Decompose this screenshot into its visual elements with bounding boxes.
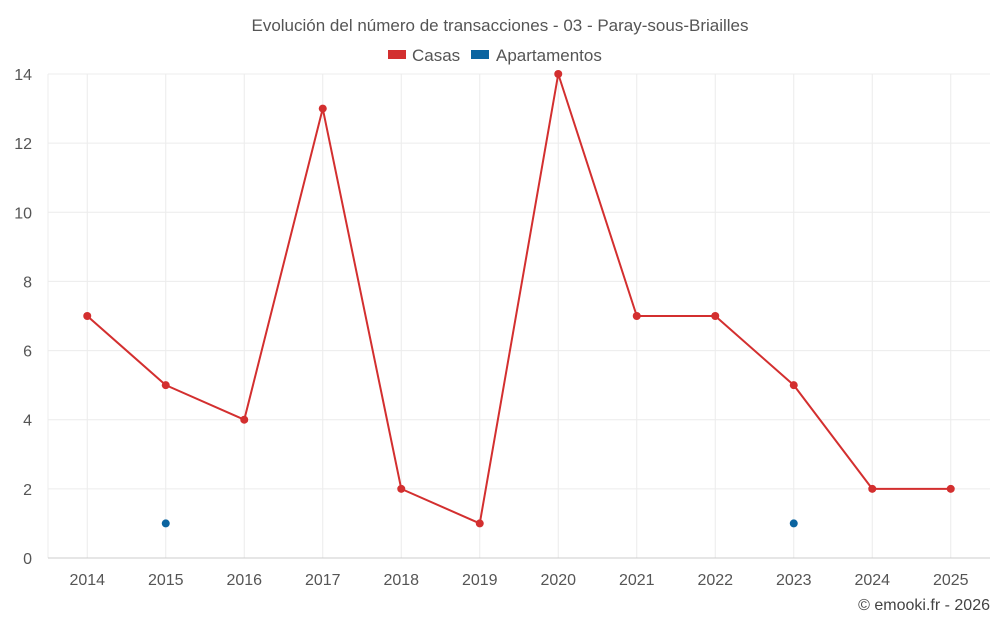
data-point-casas[interactable] xyxy=(161,381,170,390)
data-point-casas[interactable] xyxy=(397,484,406,493)
data-point-casas[interactable] xyxy=(632,312,641,320)
y-tick-label: 12 xyxy=(14,136,32,153)
legend-swatch-apartamentos[interactable] xyxy=(471,50,489,59)
legend: Casas Apartamentos xyxy=(388,46,602,65)
x-tick-label: 2019 xyxy=(462,572,498,589)
data-point-casas[interactable] xyxy=(711,312,720,320)
y-tick-label: 8 xyxy=(23,274,32,291)
x-tick-label: 2022 xyxy=(697,572,733,589)
gridlines xyxy=(47,73,990,559)
data-point-casas[interactable] xyxy=(946,484,955,493)
series-layer xyxy=(83,70,955,528)
y-axis-ticks: 0 2 4 6 8 10 12 14 xyxy=(14,67,32,568)
legend-swatch-casas[interactable] xyxy=(388,50,406,59)
data-point-casas[interactable] xyxy=(318,104,327,113)
credit-text: © emooki.fr - 2026 xyxy=(858,597,990,614)
series-line-casas xyxy=(86,73,951,525)
data-point-casas[interactable] xyxy=(554,70,563,78)
data-point-apartamentos[interactable] xyxy=(789,519,798,528)
x-tick-label: 2025 xyxy=(933,572,969,589)
data-point-casas[interactable] xyxy=(868,484,877,493)
y-tick-label: 14 xyxy=(14,67,32,84)
x-tick-label: 2018 xyxy=(383,572,419,589)
y-tick-label: 10 xyxy=(14,205,32,222)
x-axis-ticks: 2014 2015 2016 2017 2018 2019 2020 2021 2022 2023… xyxy=(69,572,968,589)
data-point-casas[interactable] xyxy=(475,519,484,528)
y-tick-label: 6 xyxy=(23,344,32,361)
x-tick-label: 2020 xyxy=(540,572,576,589)
data-point-casas[interactable] xyxy=(789,381,798,390)
data-point-apartamentos[interactable] xyxy=(161,519,170,528)
y-tick-label: 4 xyxy=(23,413,32,430)
x-tick-label: 2017 xyxy=(305,572,341,589)
chart-title: Evolución del número de transacciones - … xyxy=(251,16,748,35)
legend-label-apartamentos[interactable]: Apartamentos xyxy=(496,46,602,65)
y-tick-label: 0 xyxy=(23,551,32,568)
data-point-casas[interactable] xyxy=(240,415,249,424)
y-tick-label: 2 xyxy=(23,482,32,499)
x-tick-label: 2016 xyxy=(226,572,262,589)
x-tick-label: 2023 xyxy=(776,572,812,589)
x-tick-label: 2024 xyxy=(854,572,890,589)
x-tick-label: 2014 xyxy=(69,572,105,589)
x-tick-label: 2021 xyxy=(619,572,655,589)
x-tick-label: 2015 xyxy=(148,572,184,589)
legend-label-casas[interactable]: Casas xyxy=(412,46,460,65)
data-point-casas[interactable] xyxy=(83,312,92,320)
